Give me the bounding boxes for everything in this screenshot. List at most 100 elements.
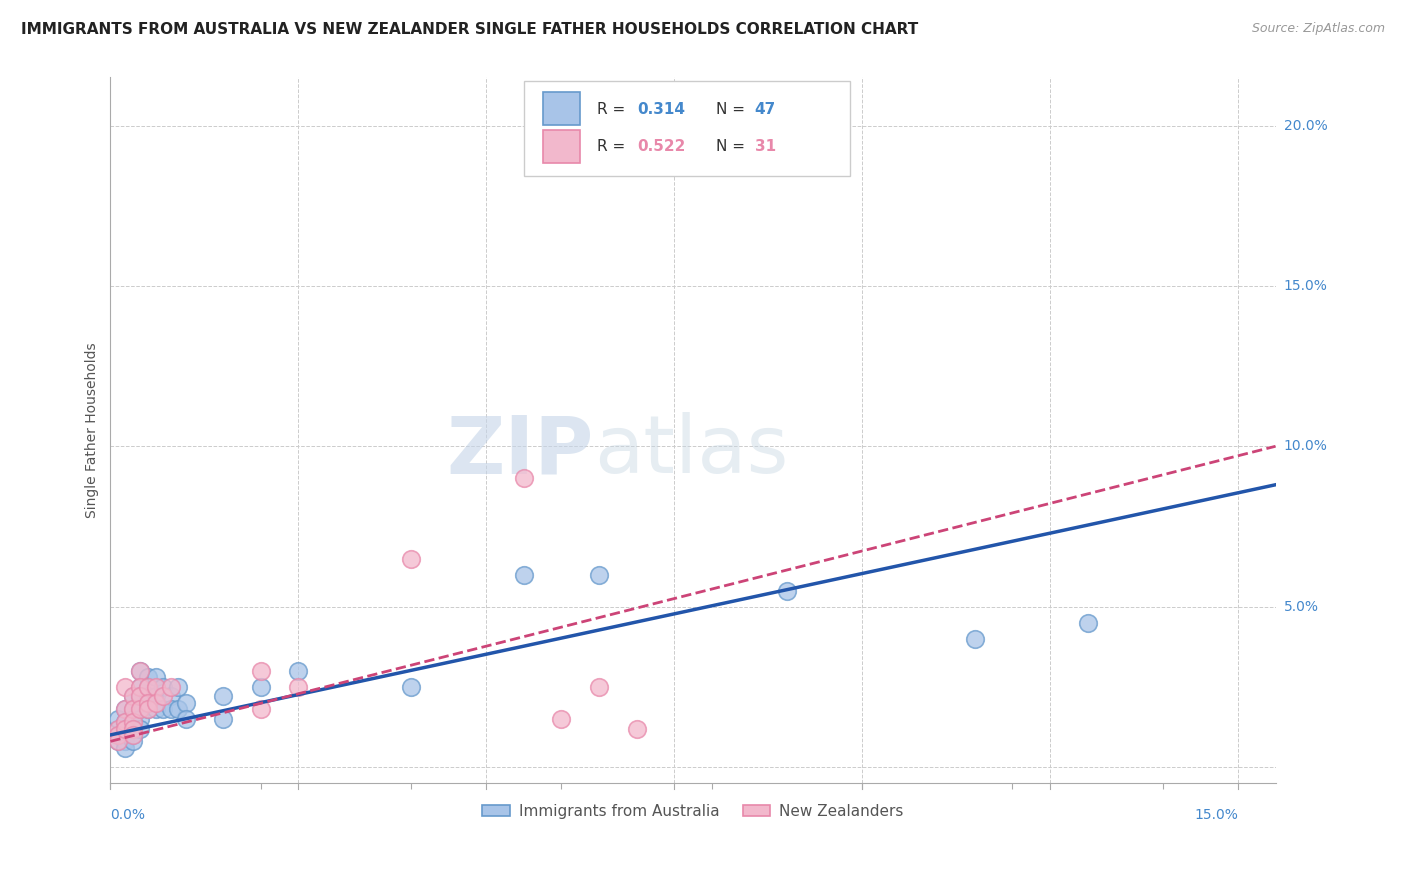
Point [145, 702, 167, 716]
Text: 31: 31 [755, 139, 776, 154]
Point [107, 722, 129, 736]
Text: IMMIGRANTS FROM AUSTRALIA VS NEW ZEALANDER SINGLE FATHER HOUSEHOLDS CORRELATION : IMMIGRANTS FROM AUSTRALIA VS NEW ZEALAND… [21, 22, 918, 37]
Point [114, 702, 136, 716]
Point [114, 715, 136, 730]
Point [129, 712, 152, 726]
Point [588, 680, 610, 694]
Point [212, 690, 235, 704]
Text: Source: ZipAtlas.com: Source: ZipAtlas.com [1251, 22, 1385, 36]
Point [287, 680, 309, 694]
Point [107, 712, 129, 726]
Point [129, 690, 152, 704]
Text: 47: 47 [755, 102, 776, 117]
Text: 5.0%: 5.0% [1284, 599, 1319, 614]
Point [107, 734, 129, 748]
Text: 10.0%: 10.0% [1284, 439, 1327, 453]
Point [114, 722, 136, 736]
Point [287, 664, 309, 678]
Legend: Immigrants from Australia, New Zealanders: Immigrants from Australia, New Zealander… [477, 797, 910, 825]
Point [122, 734, 145, 748]
Text: 0.0%: 0.0% [111, 808, 145, 822]
Point [129, 680, 152, 694]
Point [136, 690, 159, 704]
Point [550, 712, 572, 726]
Point [136, 702, 159, 716]
Point [122, 702, 145, 716]
Point [1077, 615, 1099, 630]
Point [129, 702, 152, 716]
Text: 0.314: 0.314 [637, 102, 685, 117]
Point [136, 702, 159, 716]
Point [129, 722, 152, 736]
Point [136, 696, 159, 710]
Point [114, 702, 136, 716]
Point [159, 680, 181, 694]
Text: 0.522: 0.522 [637, 139, 685, 154]
Point [145, 670, 167, 684]
FancyBboxPatch shape [543, 92, 579, 126]
Point [122, 728, 145, 742]
Point [107, 734, 129, 748]
Point [136, 670, 159, 684]
Point [249, 702, 271, 716]
Point [107, 728, 129, 742]
Point [399, 551, 422, 566]
Point [129, 680, 152, 694]
Point [114, 715, 136, 730]
Text: R =: R = [598, 102, 630, 117]
Point [513, 471, 536, 485]
Text: 15.0%: 15.0% [1194, 808, 1237, 822]
Point [122, 690, 145, 704]
Point [588, 567, 610, 582]
Point [122, 728, 145, 742]
Point [129, 664, 152, 678]
Point [107, 722, 129, 736]
Point [114, 734, 136, 748]
Point [129, 690, 152, 704]
Point [136, 680, 159, 694]
Point [122, 715, 145, 730]
Point [626, 722, 648, 736]
Point [114, 740, 136, 755]
Point [174, 712, 197, 726]
Text: atlas: atlas [593, 412, 789, 491]
Point [399, 680, 422, 694]
Point [152, 680, 174, 694]
Point [129, 664, 152, 678]
FancyBboxPatch shape [524, 81, 851, 177]
Text: 20.0%: 20.0% [1284, 119, 1327, 133]
Point [776, 583, 799, 598]
Point [129, 702, 152, 716]
Point [122, 712, 145, 726]
Point [963, 632, 986, 646]
FancyBboxPatch shape [543, 129, 579, 163]
Point [174, 696, 197, 710]
Point [152, 690, 174, 704]
Text: N =: N = [716, 139, 751, 154]
Point [145, 690, 167, 704]
Point [212, 712, 235, 726]
Point [249, 664, 271, 678]
Point [159, 702, 181, 716]
Point [122, 690, 145, 704]
Text: R =: R = [598, 139, 630, 154]
Text: 15.0%: 15.0% [1284, 279, 1327, 293]
Point [107, 728, 129, 742]
Y-axis label: Single Father Households: Single Father Households [86, 343, 100, 518]
Point [122, 722, 145, 736]
Point [152, 702, 174, 716]
Point [167, 702, 190, 716]
Point [114, 722, 136, 736]
Point [136, 680, 159, 694]
Point [159, 690, 181, 704]
Point [167, 680, 190, 694]
Text: ZIP: ZIP [447, 412, 593, 491]
Point [122, 702, 145, 716]
Point [114, 728, 136, 742]
Point [145, 696, 167, 710]
Point [249, 680, 271, 694]
Text: N =: N = [716, 102, 751, 117]
Point [122, 722, 145, 736]
Point [513, 567, 536, 582]
Point [114, 680, 136, 694]
